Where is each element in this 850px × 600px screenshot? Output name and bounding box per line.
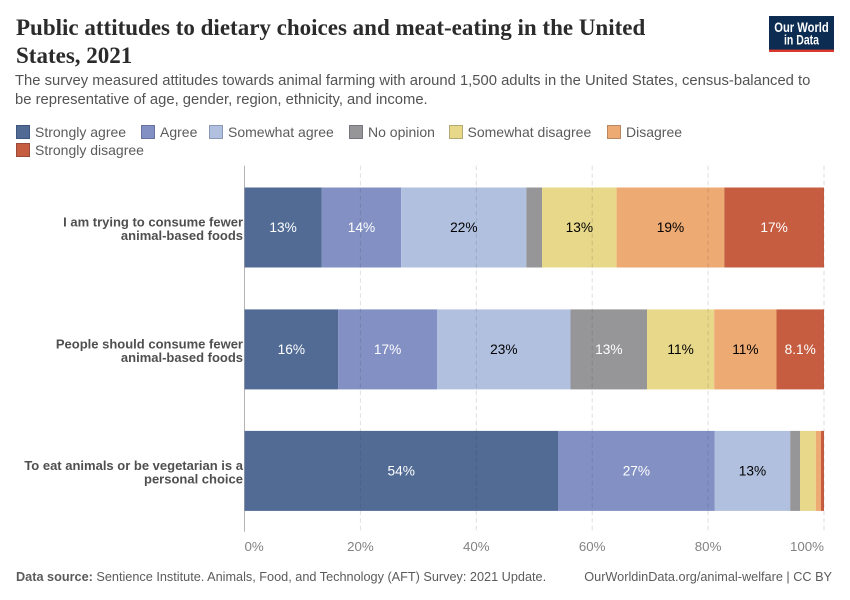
svg-text:54%: 54% xyxy=(387,463,414,478)
svg-text:0%: 0% xyxy=(245,539,264,554)
svg-text:20%: 20% xyxy=(347,539,374,554)
svg-text:17%: 17% xyxy=(374,342,401,357)
svg-text:People should consume fewer: People should consume fewer xyxy=(56,337,243,352)
svg-text:80%: 80% xyxy=(695,539,722,554)
svg-text:23%: 23% xyxy=(490,342,517,357)
svg-text:13%: 13% xyxy=(739,463,766,478)
svg-text:Our World: Our World xyxy=(774,19,829,34)
svg-text:13%: 13% xyxy=(595,342,622,357)
svg-text:To eat animals or be vegetaria: To eat animals or be vegetarian is a xyxy=(24,458,243,473)
svg-text:100%: 100% xyxy=(790,539,824,554)
svg-text:in Data: in Data xyxy=(784,32,819,47)
svg-text:22%: 22% xyxy=(450,220,477,235)
svg-text:13%: 13% xyxy=(269,220,296,235)
svg-text:I am trying to consume fewer: I am trying to consume fewer xyxy=(63,215,243,230)
svg-text:animal-based foods: animal-based foods xyxy=(121,228,243,243)
svg-text:16%: 16% xyxy=(278,342,305,357)
svg-text:13%: 13% xyxy=(566,220,593,235)
svg-text:personal choice: personal choice xyxy=(144,471,243,486)
svg-text:27%: 27% xyxy=(623,463,650,478)
svg-text:19%: 19% xyxy=(657,220,684,235)
svg-text:11%: 11% xyxy=(667,342,693,357)
svg-text:8.1%: 8.1% xyxy=(785,342,816,357)
svg-text:40%: 40% xyxy=(463,539,490,554)
svg-text:14%: 14% xyxy=(348,220,375,235)
svg-text:11%: 11% xyxy=(732,342,758,357)
svg-text:60%: 60% xyxy=(579,539,606,554)
svg-text:animal-based foods: animal-based foods xyxy=(121,350,243,365)
svg-text:17%: 17% xyxy=(760,220,787,235)
